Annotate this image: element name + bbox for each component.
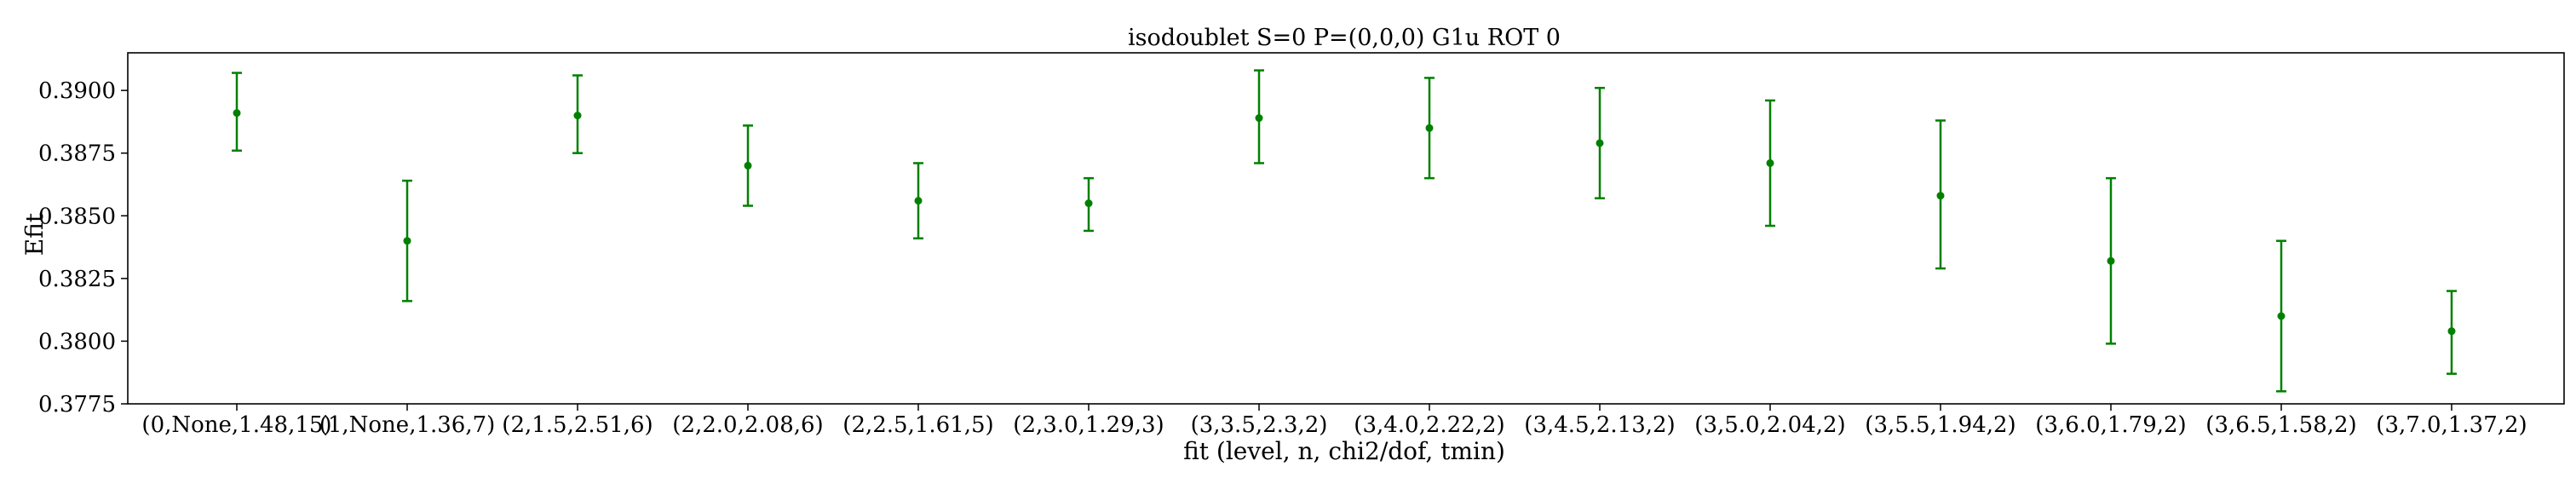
y-tick-label: 0.3825 — [38, 267, 116, 292]
y-tick-label: 0.3800 — [38, 329, 116, 354]
y-tick-label: 0.3775 — [38, 392, 116, 417]
x-tick-label: (2,1.5,2.51,6) — [502, 412, 653, 438]
x-tick-label: (3,7.0,1.37,2) — [2376, 412, 2527, 438]
x-tick-label: (3,5.0,2.04,2) — [1694, 412, 1845, 438]
x-tick-label: (3,6.0,1.79,2) — [2035, 412, 2186, 438]
data-point — [1255, 114, 1263, 123]
data-point — [2277, 312, 2286, 320]
data-point — [1425, 124, 1434, 132]
data-point — [744, 161, 752, 170]
x-tick-label: (3,4.5,2.13,2) — [1524, 412, 1675, 438]
x-tick-label: (3,4.0,2.22,2) — [1354, 412, 1504, 438]
y-tick-label: 0.3900 — [38, 78, 116, 104]
x-tick-label: (3,5.5,1.94,2) — [1865, 412, 2015, 438]
x-tick-label: (2,2.0,2.08,6) — [672, 412, 823, 438]
x-tick-label: (2,3.0,1.29,3) — [1013, 412, 1164, 438]
x-tick-label: (3,6.5,1.58,2) — [2205, 412, 2356, 438]
data-point — [1084, 199, 1093, 208]
y-axis-label: Efit — [20, 212, 49, 256]
data-point — [914, 197, 923, 205]
y-tick-label: 0.3875 — [38, 141, 116, 167]
x-tick-label: (0,None,1.48,15) — [141, 412, 331, 438]
data-point — [233, 109, 241, 118]
data-point — [2447, 327, 2456, 336]
data-point — [403, 237, 411, 245]
data-point — [1936, 192, 1945, 200]
data-point — [2107, 256, 2115, 265]
x-tick-label: (2,2.5,1.61,5) — [842, 412, 993, 438]
chart-title: isodoublet S=0 P=(0,0,0) G1u ROT 0 — [1128, 25, 1561, 51]
data-point — [1596, 139, 1604, 147]
data-point — [573, 112, 582, 120]
plot-area: 0.3775 0.3800 0.3825 0.3850 0.3875 0.3900 (0,N… — [38, 52, 2565, 438]
data-point — [1766, 158, 1774, 167]
y-tick-label: 0.3850 — [38, 204, 116, 229]
x-axis-label: fit (level, n, chi2/dof, tmin) — [1183, 437, 1505, 465]
x-tick-label: (3,3.5,2.3,2) — [1191, 412, 1328, 438]
plot-frame — [127, 52, 2565, 405]
x-tick-label: (1,None,1.36,7) — [319, 412, 496, 438]
